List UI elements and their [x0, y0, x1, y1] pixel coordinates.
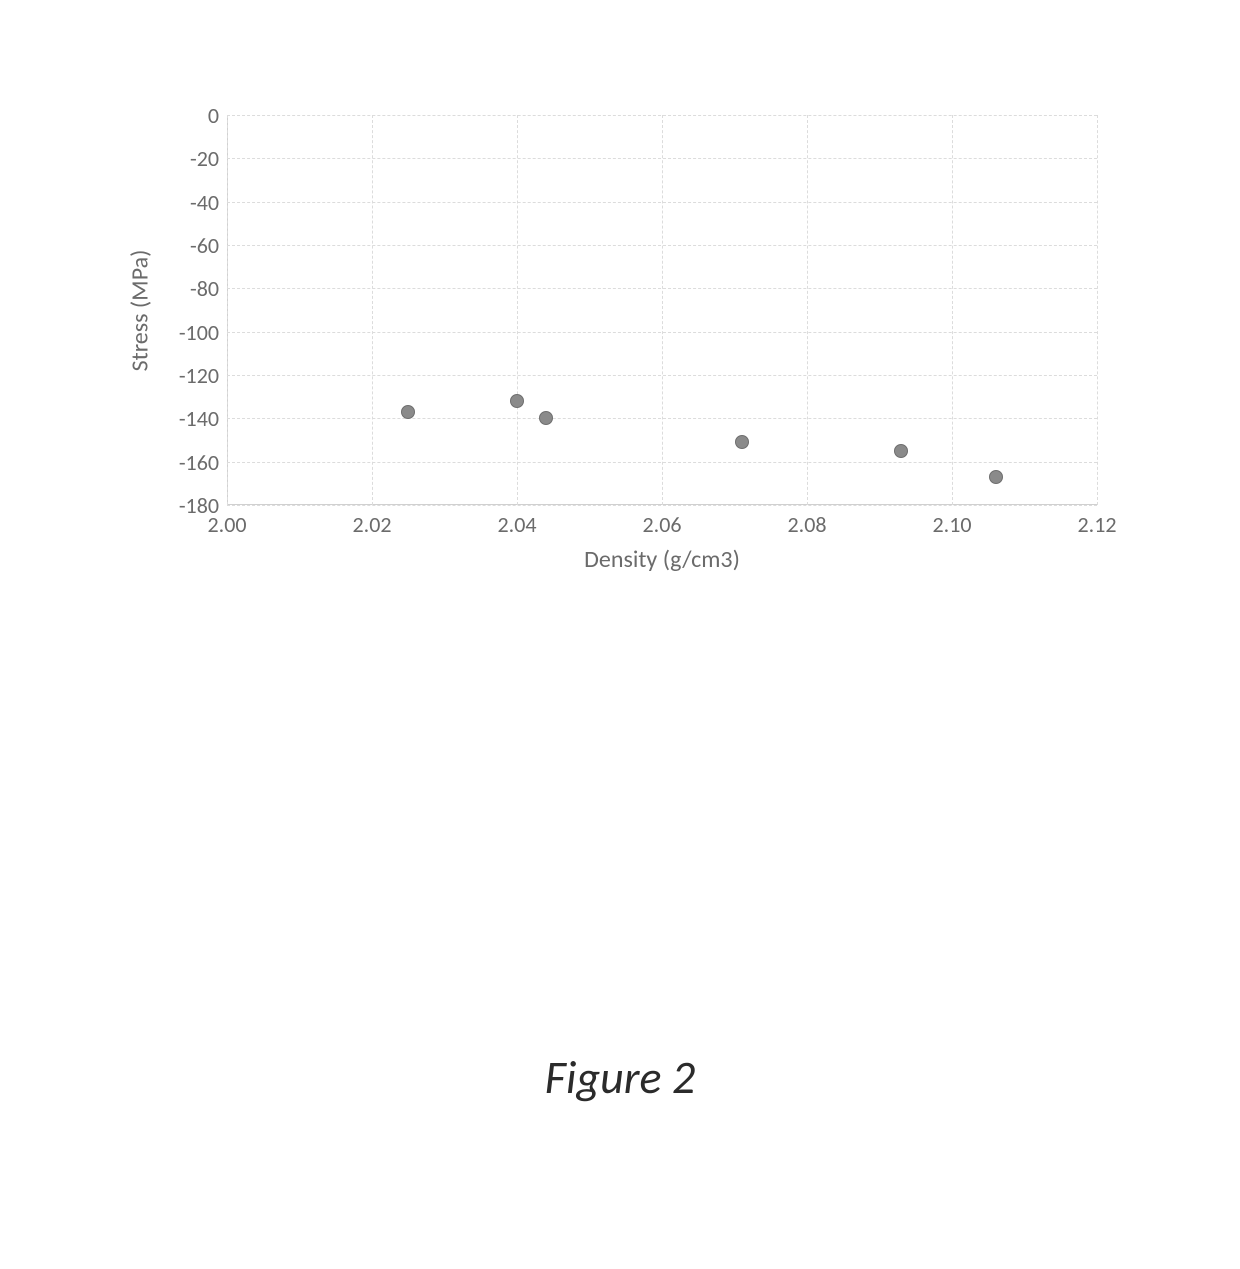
- y-tick-label: -60: [190, 232, 219, 259]
- x-axis-label: Density (g/cm3): [584, 545, 740, 574]
- data-point: [989, 470, 1003, 484]
- y-tick-label: 0: [208, 102, 219, 129]
- data-point: [539, 411, 553, 425]
- y-tick-label: -160: [179, 449, 219, 476]
- y-tick-label: -40: [190, 189, 219, 216]
- y-tick-label: -140: [179, 405, 219, 432]
- plot-area: [227, 115, 1097, 505]
- x-axis-tick-row: 2.00 2.02 2.04 2.06 2.08 2.10 2.12: [115, 505, 1120, 539]
- x-tick-label: 2.00: [207, 511, 246, 538]
- data-point: [401, 405, 415, 419]
- vertical-gridline: [372, 115, 373, 505]
- x-tick-label: 2.08: [787, 511, 826, 538]
- vertical-gridline: [952, 115, 953, 505]
- chart-body-row: Stress (MPa) 0-20-40-60-80-100-120-140-1…: [115, 115, 1120, 505]
- x-tick-label: 2.06: [642, 511, 681, 538]
- x-tick-label: 2.12: [1077, 511, 1116, 538]
- vertical-gridline: [1097, 115, 1098, 505]
- y-axis-tick-labels: 0-20-40-60-80-100-120-140-160-180: [165, 115, 227, 505]
- y-axis-label: Stress (MPa): [126, 249, 155, 371]
- y-axis-label-column: Stress (MPa): [115, 115, 165, 505]
- page: Stress (MPa) 0 -20 -40 -60 -80 -100 -120 -140 -1…: [0, 0, 1240, 1269]
- data-point: [735, 435, 749, 449]
- y-tick-label: -100: [179, 319, 219, 346]
- vertical-gridline: [662, 115, 663, 505]
- x-tick-label: 2.10: [932, 511, 971, 538]
- data-point: [510, 394, 524, 408]
- x-axis-label-row: Density (g/cm3): [115, 545, 1097, 574]
- y-tick-label: -120: [179, 362, 219, 389]
- y-tick-label: -80: [190, 275, 219, 302]
- x-axis-tick-labels: 2.002.022.042.062.082.102.12: [227, 505, 1097, 539]
- figure-caption: Figure 2: [0, 1050, 1240, 1106]
- y-tick-label: -20: [190, 145, 219, 172]
- vertical-gridline: [517, 115, 518, 505]
- x-tick-label: 2.04: [497, 511, 536, 538]
- x-tick-label: 2.02: [352, 511, 391, 538]
- vertical-gridline: [807, 115, 808, 505]
- data-point: [894, 444, 908, 458]
- scatter-chart: Stress (MPa) 0-20-40-60-80-100-120-140-1…: [115, 115, 1120, 574]
- vertical-gridline: [227, 115, 228, 505]
